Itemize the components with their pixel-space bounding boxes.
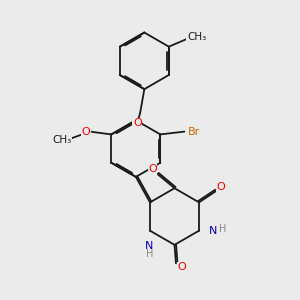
Text: H: H xyxy=(146,249,153,259)
Text: CH₃: CH₃ xyxy=(187,32,206,42)
Text: O: O xyxy=(177,262,186,272)
Text: N: N xyxy=(145,241,154,250)
Text: Br: Br xyxy=(188,127,200,136)
Text: O: O xyxy=(148,164,157,174)
Text: O: O xyxy=(82,127,90,136)
Text: N: N xyxy=(209,226,217,236)
Text: H: H xyxy=(219,224,227,234)
Text: O: O xyxy=(217,182,226,192)
Text: CH₃: CH₃ xyxy=(52,135,71,145)
Text: O: O xyxy=(133,118,142,128)
